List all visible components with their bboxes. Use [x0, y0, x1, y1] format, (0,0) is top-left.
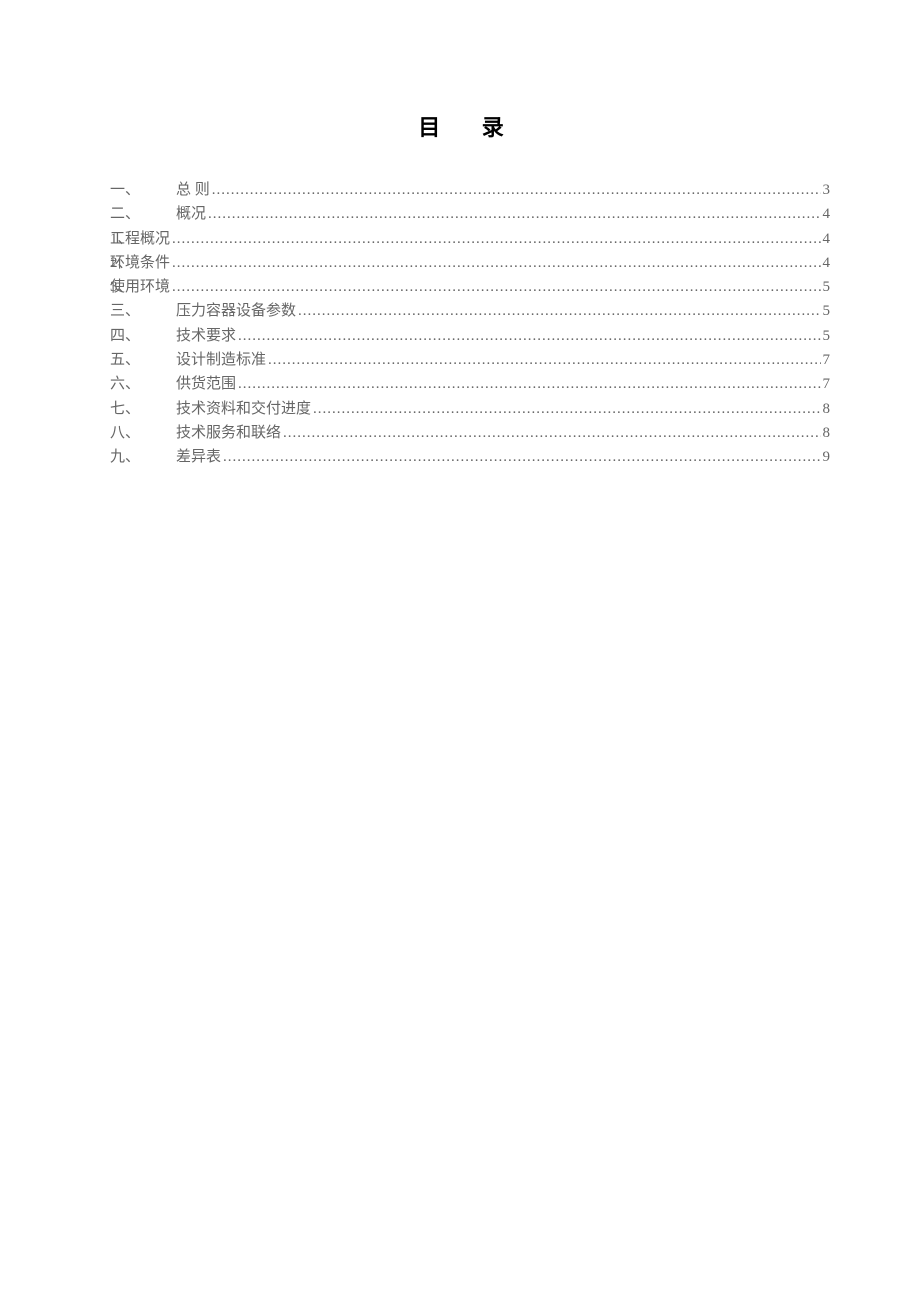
- toc-entry-label: 技术要求: [176, 324, 236, 348]
- toc-entry-label: 使用环境: [110, 275, 170, 299]
- toc-entry-number: 六、: [110, 372, 176, 396]
- toc-entry-label: 供货范围: [176, 372, 236, 396]
- toc-leader-dots: ........................................…: [212, 178, 821, 202]
- toc-entry: 五、设计制造标准................................…: [110, 348, 830, 372]
- toc-entry: 六、供货范围..................................…: [110, 372, 830, 396]
- toc-leader-dots: ........................................…: [313, 397, 820, 421]
- toc-leader-dots: ........................................…: [298, 299, 820, 323]
- toc-entry: 九、差异表...................................…: [110, 445, 830, 469]
- toc-entry-label: 总 则: [176, 178, 210, 202]
- toc-leader-dots: ........................................…: [172, 251, 820, 275]
- toc-entry: 一、总 则...................................…: [110, 178, 830, 202]
- toc-entry-number: 一、: [110, 178, 176, 202]
- toc-entry: 3、使用环境..................................…: [110, 275, 830, 299]
- toc-leader-dots: ........................................…: [238, 324, 820, 348]
- toc-entry-number: 二、: [110, 202, 176, 226]
- toc-entry-number: 九、: [110, 445, 176, 469]
- toc-entry-page: 5: [823, 275, 831, 299]
- toc-entry-label: 压力容器设备参数: [176, 299, 296, 323]
- toc-leader-dots: ........................................…: [238, 372, 820, 396]
- toc-entry-page: 7: [823, 372, 831, 396]
- toc-entry: 2、环境条件..................................…: [110, 251, 830, 275]
- toc-entry-page: 8: [823, 397, 831, 421]
- toc-entry-label: 工程概况: [110, 227, 170, 251]
- toc-leader-dots: ........................................…: [172, 275, 820, 299]
- toc-entry-number: 七、: [110, 397, 176, 421]
- toc-entry-page: 9: [823, 445, 831, 469]
- toc-entry-number: 三、: [110, 299, 176, 323]
- toc-entry-page: 5: [823, 299, 831, 323]
- toc-title: 目 录: [110, 110, 830, 142]
- toc-entry: 1、工程概况..................................…: [110, 227, 830, 251]
- toc-entry-label: 技术服务和联络: [176, 421, 281, 445]
- toc-entry: 七、技术资料和交付进度.............................…: [110, 397, 830, 421]
- toc-leader-dots: ........................................…: [223, 445, 820, 469]
- toc-entry-label: 差异表: [176, 445, 221, 469]
- toc-entry-page: 4: [823, 202, 831, 226]
- toc-entry: 二、概况....................................…: [110, 202, 830, 226]
- toc-entry-label: 环境条件: [110, 251, 170, 275]
- toc-leader-dots: ........................................…: [283, 421, 820, 445]
- toc-entry: 八、技术服务和联络...............................…: [110, 421, 830, 445]
- toc-entry: 三、压力容器设备参数..............................…: [110, 299, 830, 323]
- toc-entry-page: 3: [823, 178, 831, 202]
- toc-leader-dots: ........................................…: [172, 227, 820, 251]
- toc-leader-dots: ........................................…: [208, 202, 820, 226]
- toc-entry-page: 7: [823, 348, 831, 372]
- toc-entry-number: 五、: [110, 348, 176, 372]
- toc-entry-page: 8: [823, 421, 831, 445]
- toc-entry-number: 八、: [110, 421, 176, 445]
- toc-entry-page: 5: [823, 324, 831, 348]
- toc-entry-page: 4: [823, 227, 831, 251]
- toc-entry-label: 技术资料和交付进度: [176, 397, 311, 421]
- toc-entry-page: 4: [823, 251, 831, 275]
- toc-entry-label: 设计制造标准: [176, 348, 266, 372]
- toc-entry-number: 四、: [110, 324, 176, 348]
- toc-leader-dots: ........................................…: [268, 348, 820, 372]
- toc-entry-label: 概况: [176, 202, 206, 226]
- toc-container: 一、总 则...................................…: [110, 178, 830, 470]
- toc-entry: 四、技术要求..................................…: [110, 324, 830, 348]
